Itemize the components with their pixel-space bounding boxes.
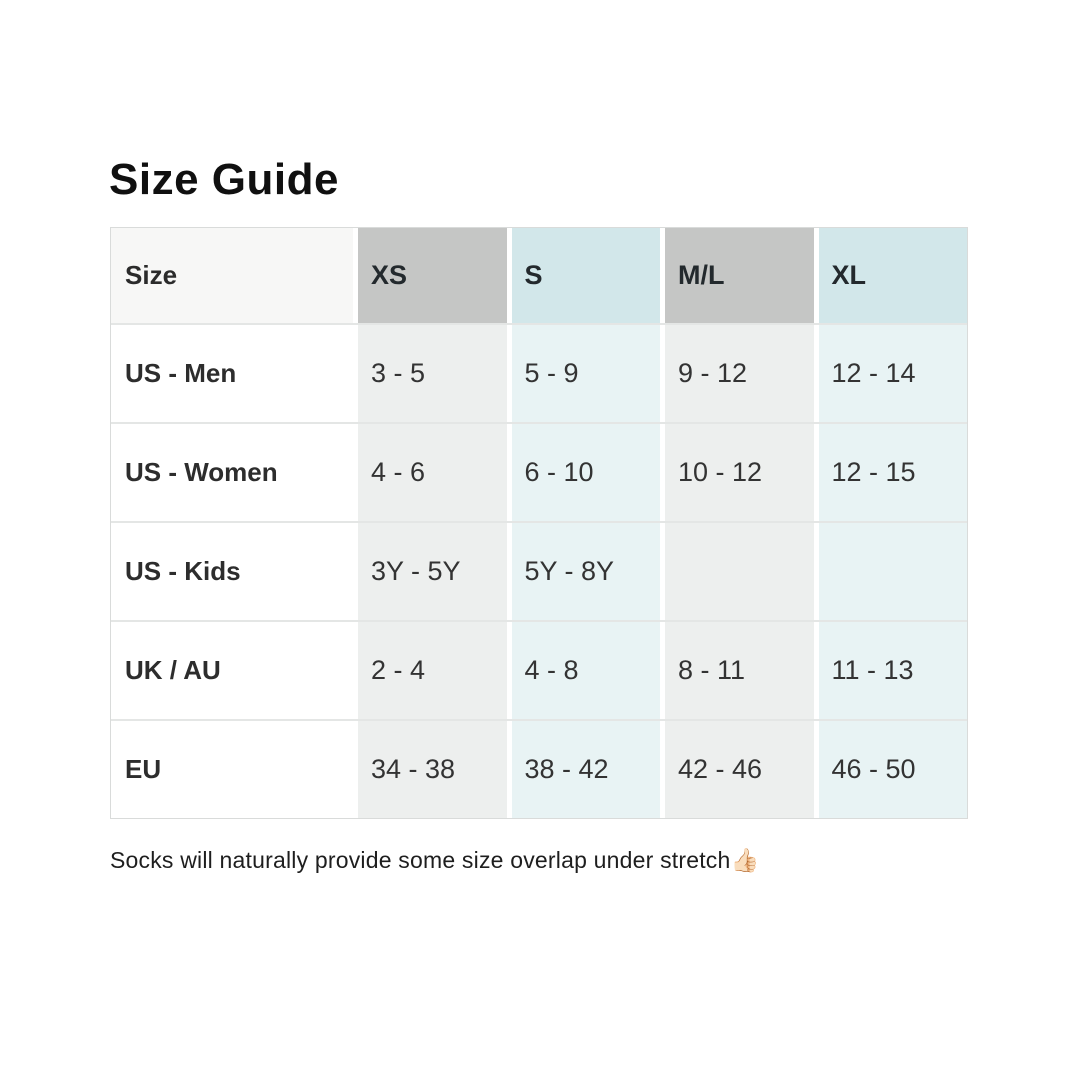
size-cell: 9 - 12 (665, 325, 814, 422)
size-guide-table: Size XS S M/L XL US - Men 3 - 5 5 - 9 9 … (110, 227, 968, 819)
header-cell-xs: XS (358, 228, 507, 323)
size-cell: 12 - 14 (818, 325, 967, 422)
table-header-row: Size XS S M/L XL (111, 228, 967, 323)
footnote-text: Socks will naturally provide some size o… (110, 847, 731, 873)
size-cell: 38 - 42 (511, 721, 660, 818)
row-label: US - Women (111, 424, 353, 521)
size-cell: 6 - 10 (511, 424, 660, 521)
size-cell: 5Y - 8Y (511, 523, 660, 620)
size-cell: 8 - 11 (665, 622, 814, 719)
page-title: Size Guide (109, 155, 339, 204)
size-cell: 3Y - 5Y (358, 523, 507, 620)
table-row-eu: EU 34 - 38 38 - 42 42 - 46 46 - 50 (111, 719, 967, 818)
table-row-us-men: US - Men 3 - 5 5 - 9 9 - 12 12 - 14 (111, 323, 967, 422)
size-cell: 42 - 46 (665, 721, 814, 818)
size-cell: 3 - 5 (358, 325, 507, 422)
size-cell: 12 - 15 (818, 424, 967, 521)
header-cell-s: S (511, 228, 660, 323)
size-cell: 4 - 6 (358, 424, 507, 521)
size-cell (818, 523, 967, 620)
table-row-us-kids: US - Kids 3Y - 5Y 5Y - 8Y (111, 521, 967, 620)
size-cell (665, 523, 814, 620)
header-cell-ml: M/L (665, 228, 814, 323)
footnote: Socks will naturally provide some size o… (110, 847, 759, 874)
size-cell: 5 - 9 (511, 325, 660, 422)
table-row-uk-au: UK / AU 2 - 4 4 - 8 8 - 11 11 - 13 (111, 620, 967, 719)
header-cell-size: Size (111, 228, 353, 323)
table-row-us-women: US - Women 4 - 6 6 - 10 10 - 12 12 - 15 (111, 422, 967, 521)
size-cell: 34 - 38 (358, 721, 507, 818)
thumbs-up-icon: 👍🏻 (730, 847, 760, 873)
row-label: UK / AU (111, 622, 353, 719)
row-label: US - Kids (111, 523, 353, 620)
header-cell-xl: XL (818, 228, 967, 323)
size-cell: 11 - 13 (818, 622, 967, 719)
size-cell: 46 - 50 (818, 721, 967, 818)
row-label: US - Men (111, 325, 353, 422)
size-cell: 4 - 8 (511, 622, 660, 719)
row-label: EU (111, 721, 353, 818)
size-cell: 10 - 12 (665, 424, 814, 521)
size-cell: 2 - 4 (358, 622, 507, 719)
